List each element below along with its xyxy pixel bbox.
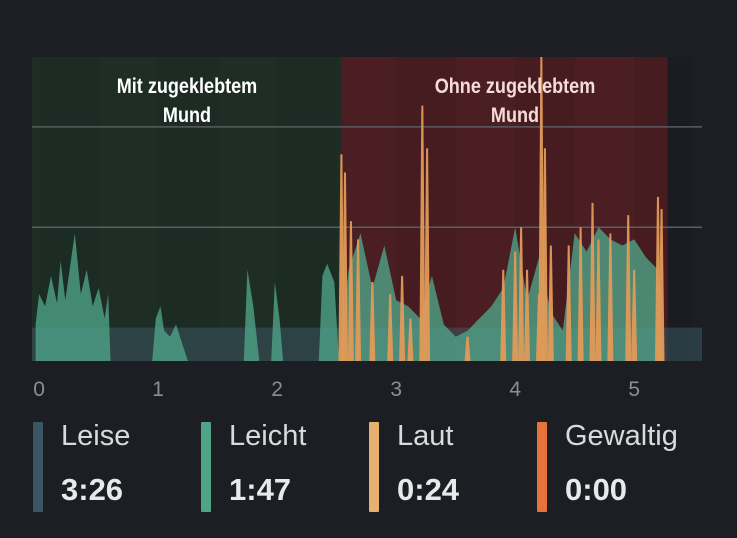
- hour-column-1: [158, 57, 218, 361]
- laut-spike-1: [341, 172, 348, 361]
- laut-spike-9: [424, 148, 431, 361]
- laut-spike-17: [541, 148, 548, 361]
- laut-spike-6: [399, 275, 406, 361]
- region-label-untaped-line2: Mund: [490, 104, 540, 127]
- laut-spike-19: [565, 245, 572, 361]
- laut-spike-20: [577, 227, 584, 361]
- laut-spike-7: [407, 318, 414, 361]
- laut-spike-23: [607, 233, 614, 361]
- x-tick-4: 4: [509, 378, 521, 401]
- laut-spike-3: [355, 239, 362, 361]
- laut-spike-11: [500, 269, 507, 361]
- laut-spike-14: [524, 269, 531, 361]
- x-tick-0: 0: [33, 378, 45, 401]
- laut-spike-21: [589, 202, 596, 361]
- laut-spike-8: [419, 105, 426, 361]
- laut-spike-18: [547, 245, 554, 361]
- laut-spike-27: [658, 209, 665, 361]
- region-label-taped-line2: Mund: [162, 104, 212, 127]
- legend-swatch-gewaltig: [537, 422, 547, 512]
- legend-value-leise: 3:26: [61, 472, 124, 507]
- laut-spike-24: [625, 215, 632, 361]
- legend-swatch-leise: [33, 422, 43, 512]
- region-label-untaped-line1: Ohne zugeklebtem: [434, 75, 596, 98]
- legend-swatch-laut: [369, 422, 379, 512]
- laut-spike-13: [518, 227, 525, 361]
- x-tick-1: 1: [152, 378, 164, 401]
- legend-value-leicht: 1:47: [229, 472, 292, 507]
- legend-name-laut: Laut: [397, 420, 454, 452]
- legend-name-gewaltig: Gewaltig: [565, 420, 678, 452]
- laut-spike-5: [387, 294, 394, 361]
- laut-spike-22: [595, 239, 602, 361]
- x-tick-2: 2: [271, 378, 283, 401]
- region-label-taped-line1: Mit zugeklebtem: [116, 75, 258, 98]
- legend-value-gewaltig: 0:00: [565, 472, 628, 507]
- legend-swatch-leicht: [201, 422, 211, 512]
- laut-spike-25: [631, 269, 638, 361]
- x-tick-5: 5: [628, 378, 640, 401]
- laut-spike-4: [369, 281, 376, 361]
- region-label-taped: Mit zugeklebtem Mund: [58, 72, 316, 130]
- laut-spike-2: [347, 221, 354, 361]
- x-tick-3: 3: [390, 378, 402, 401]
- legend-name-leicht: Leicht: [229, 420, 307, 452]
- laut-spike-10: [464, 336, 471, 361]
- legend-name-leise: Leise: [61, 420, 131, 452]
- legend-value-laut: 0:24: [397, 472, 460, 507]
- region-label-untaped: Ohne zugeklebtem Mund: [386, 72, 644, 130]
- laut-spike-12: [512, 251, 519, 361]
